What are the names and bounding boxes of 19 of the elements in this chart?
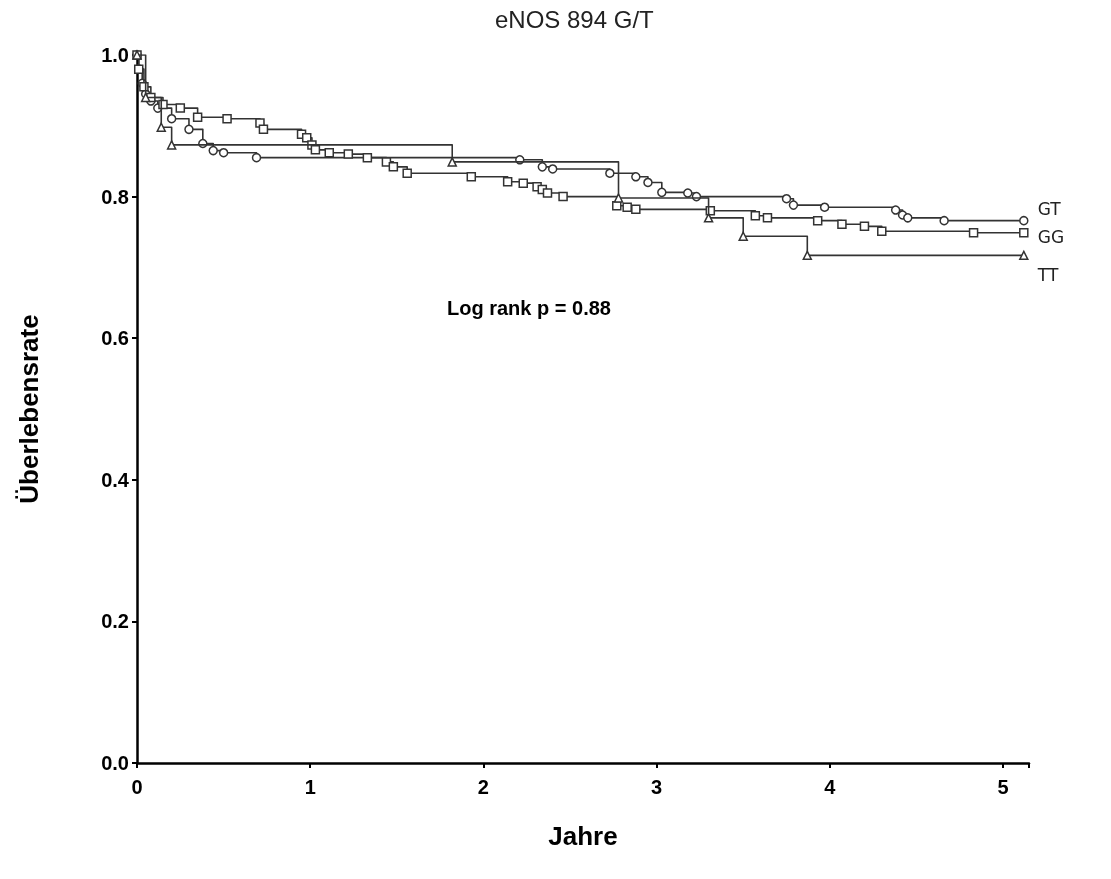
- y-tick-label: 0.0: [101, 752, 129, 774]
- y-axis-title: Überlebensrate: [14, 314, 44, 504]
- series-label: GT: [1037, 198, 1062, 219]
- x-tick-label: 0: [131, 776, 143, 798]
- x-tick-label: 2: [477, 776, 489, 798]
- y-tick-label: 0.4: [101, 468, 130, 491]
- y-tick-label: 1.0: [101, 44, 129, 66]
- x-axis-title: Jahre: [548, 821, 618, 851]
- y-tick-label: 0.6: [101, 327, 129, 350]
- x-tick-label: 5: [997, 776, 1009, 798]
- annotation: Log rank p = 0.88: [447, 297, 611, 319]
- x-tick-label: 4: [824, 776, 837, 798]
- series-label: GG: [1037, 226, 1065, 247]
- series-label: TT: [1036, 265, 1059, 286]
- chart-title: eNOS 894 G/T: [495, 5, 655, 33]
- y-tick-label: 0.8: [101, 185, 129, 208]
- x-tick-label: 3: [651, 776, 663, 798]
- x-tick-label: 1: [304, 776, 316, 798]
- y-tick-label: 0.2: [101, 610, 129, 633]
